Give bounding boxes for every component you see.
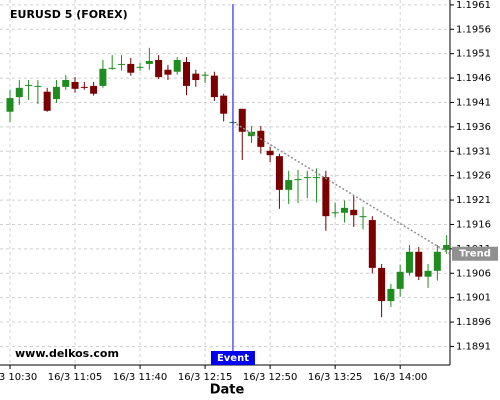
y-tick-label: 1.1946	[456, 73, 491, 84]
candle-body	[387, 288, 395, 302]
y-tick-label: 1.1931	[456, 146, 491, 157]
candle-body	[6, 98, 14, 112]
candle-body	[201, 74, 209, 76]
y-tick-label: 1.1916	[456, 219, 491, 230]
candle-body	[183, 61, 191, 86]
candle-body	[238, 108, 246, 132]
candle-body	[173, 60, 181, 72]
candle-body	[275, 156, 283, 190]
candle-body	[155, 60, 163, 78]
candle-body	[43, 91, 51, 111]
candle-body	[350, 209, 358, 216]
watermark: www.delkos.com	[15, 347, 119, 360]
candle-body	[322, 177, 330, 217]
y-tick-label: 1.1921	[456, 195, 491, 206]
y-tick-label: 1.1901	[456, 293, 491, 304]
candle-body	[52, 86, 60, 100]
y-tick-label: 1.1951	[456, 49, 491, 60]
candle-body	[405, 251, 413, 273]
y-tick-label: 1.1941	[456, 97, 491, 108]
candle-body	[368, 220, 376, 268]
candle-body	[80, 86, 88, 88]
y-tick-label: 1.1906	[456, 268, 491, 279]
y-tick-label: 1.1956	[456, 24, 491, 35]
trend-label: Trend	[459, 249, 491, 260]
candle-body	[117, 63, 125, 65]
candle-body	[210, 75, 218, 98]
candle-body	[285, 180, 293, 190]
candle-body	[108, 67, 116, 69]
candle-body	[396, 271, 404, 289]
y-tick-label: 1.1926	[456, 171, 491, 182]
candle-body	[164, 69, 172, 75]
trend-label-box	[452, 246, 498, 261]
candle-body	[248, 131, 256, 137]
candle-body	[415, 251, 423, 277]
candle-body	[34, 85, 42, 87]
x-tick-label: 16/3 11:40	[113, 372, 167, 383]
candle-body	[303, 177, 311, 179]
candle-body	[433, 251, 441, 271]
candle-body	[62, 80, 70, 87]
candle-body	[266, 150, 274, 156]
x-tick-label: 16/3 14:00	[373, 372, 427, 383]
y-tick-label: 1.1936	[456, 122, 491, 133]
candle-body	[424, 270, 432, 277]
x-tick-label: 16/3 11:05	[48, 372, 102, 383]
candle-body	[340, 207, 348, 213]
y-tick-label: 1.1891	[456, 341, 491, 352]
candle-body	[220, 95, 228, 114]
x-tick-label: 16/3 13:25	[308, 372, 362, 383]
candle-body	[294, 179, 302, 181]
candle-body	[136, 66, 144, 68]
candle-body	[192, 73, 200, 81]
candle-body	[99, 68, 107, 86]
x-tick-label: 16/3 12:50	[243, 372, 297, 383]
x-tick-label: 16/3 12:15	[178, 372, 232, 383]
candle-body	[443, 244, 451, 250]
candle-body	[25, 84, 33, 86]
candle-body	[145, 60, 153, 64]
candle-body	[15, 87, 23, 98]
y-tick-label: 1.1896	[456, 317, 491, 328]
chart-title: EURUSD 5 (FOREX)	[10, 8, 128, 21]
candle-body	[359, 216, 367, 218]
trend-line	[232, 121, 451, 255]
candle-body	[331, 212, 339, 214]
x-axis-label: Date	[210, 383, 245, 398]
candle-body	[71, 81, 79, 89]
y-tick-label: 1.1961	[456, 0, 491, 11]
candle-body	[378, 267, 386, 302]
x-tick-label: 16/3 10:30	[0, 372, 37, 383]
event-label-box	[210, 351, 255, 365]
candle-body	[127, 63, 135, 73]
candle-body	[90, 85, 98, 94]
candle-body	[313, 177, 321, 179]
event-label: Event	[217, 353, 249, 364]
